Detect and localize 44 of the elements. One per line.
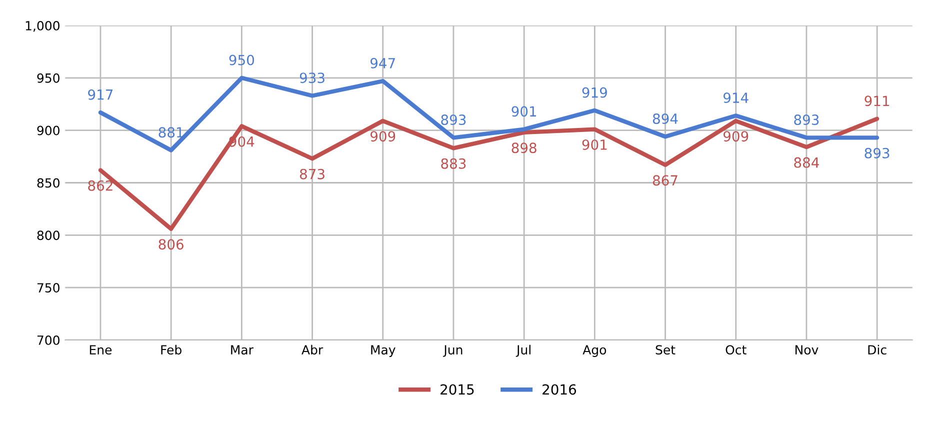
x-tick-label: Oct <box>726 345 746 355</box>
x-tick-label: Feb <box>161 344 182 355</box>
data-label: 893 <box>864 148 890 158</box>
data-label: 917 <box>88 89 113 100</box>
data-label: 950 <box>229 54 254 66</box>
x-tick-label: Dic <box>868 344 886 355</box>
data-label: 893 <box>794 114 819 126</box>
x-tick-label: Jul <box>516 344 530 357</box>
data-label: 914 <box>723 92 748 104</box>
data-label: 867 <box>652 175 678 186</box>
x-tick-label: Nov <box>796 345 818 355</box>
y-tick-label: 900 <box>37 126 60 136</box>
x-tick-label: May <box>371 345 396 357</box>
data-label: 894 <box>652 113 678 124</box>
data-label: 884 <box>794 157 819 168</box>
data-label: 901 <box>582 139 607 150</box>
data-label: 933 <box>300 72 324 84</box>
x-tick-label: Mar <box>231 345 254 355</box>
data-label: 901 <box>512 106 536 117</box>
data-label: 806 <box>158 239 184 250</box>
data-label: 893 <box>441 114 466 126</box>
data-label: 911 <box>864 96 890 106</box>
legend-label: 2016 <box>542 384 576 395</box>
data-label: 909 <box>723 131 748 142</box>
data-label: 919 <box>582 87 607 98</box>
data-label: 898 <box>512 142 536 154</box>
x-tick-label: Ago <box>582 345 606 357</box>
data-label: 881 <box>158 127 184 138</box>
data-label: 883 <box>441 158 466 169</box>
x-tick-label: Abr <box>302 344 324 355</box>
y-tick-label: 750 <box>37 283 60 293</box>
y-tick-label: 700 <box>37 335 60 345</box>
y-tick-label: 850 <box>37 178 60 188</box>
x-tick-label: Set <box>656 345 676 355</box>
data-label: 873 <box>300 168 324 180</box>
y-tick-label: 950 <box>37 73 60 83</box>
data-label: 947 <box>370 58 395 68</box>
y-tick-label: 1,000 <box>26 20 60 32</box>
x-tick-label: Jun <box>443 345 462 357</box>
y-tick-label: 800 <box>37 230 60 240</box>
data-label: 862 <box>88 180 112 191</box>
legend-label: 2015 <box>440 384 474 395</box>
x-tick-label: Ene <box>90 345 112 355</box>
data-label: 909 <box>370 131 396 142</box>
